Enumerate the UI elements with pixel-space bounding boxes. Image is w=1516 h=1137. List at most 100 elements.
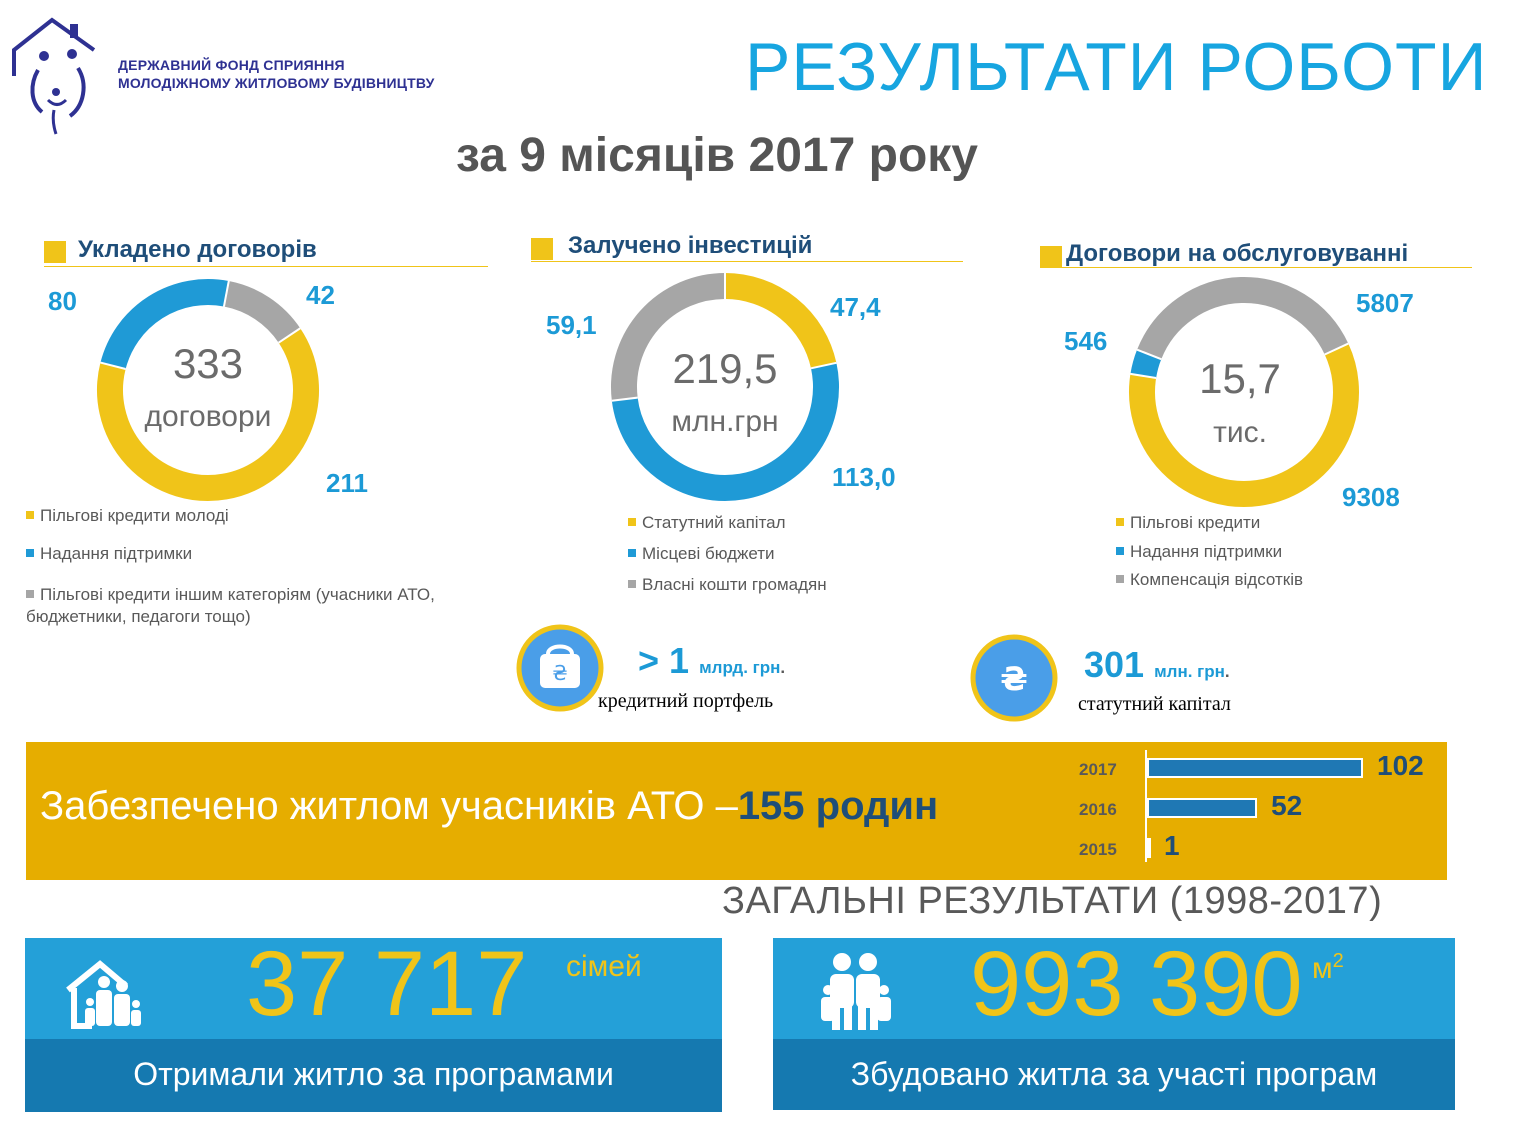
legend-swatch-blue	[628, 549, 636, 557]
investments-total: 219,5	[672, 345, 778, 392]
contracts-label-yellow: 211	[326, 468, 368, 498]
section3-underline	[1040, 267, 1472, 268]
ato-banner-highlight: 155 родин	[737, 784, 939, 828]
portfolio-dot: .	[780, 658, 786, 677]
legend-swatch-gray	[26, 590, 34, 598]
donut-slice-1	[611, 362, 839, 501]
investments-label-yellow: 47,4	[830, 292, 881, 322]
donut-slice-0	[97, 328, 319, 501]
legend-contracts-1: Пільгові кредити молоді	[26, 505, 446, 527]
families-value: 37 717	[246, 933, 528, 1035]
wallet-hryvnia-icon: ₴	[516, 624, 604, 712]
legend-label: Надання підтримки	[1130, 542, 1283, 561]
capital-caption: статутний капітал	[1078, 693, 1231, 715]
contracts-label-blue: 80	[48, 286, 77, 316]
fund-logo	[12, 17, 96, 135]
legend-label: Пільгові кредити молоді	[40, 506, 229, 525]
ato-banner-text: Забезпечено житлом учасників АТО –155 ро…	[40, 784, 938, 829]
bar-year-label: 2017	[1079, 760, 1117, 779]
legend-swatch-yellow	[26, 511, 34, 519]
fund-name-line2: МОЛОДІЖНОМУ ЖИТЛОВОМУ БУДІВНИЦТВУ	[118, 75, 435, 91]
legend-label: Пільгові кредити	[1130, 513, 1261, 532]
legend-label: Власні кошти громадян	[642, 575, 827, 594]
bar-value-label: 52	[1271, 790, 1303, 821]
section3-title: Договори на обслуговуванні	[1066, 240, 1409, 267]
contracts-total: 333	[172, 340, 244, 387]
legend-contracts-2: Надання підтримки	[26, 543, 446, 565]
capital-unit: млн. грн	[1154, 662, 1225, 681]
bar-2015	[1147, 838, 1151, 858]
donut-separator	[810, 361, 837, 370]
capital-value: 301 млн. грн.	[1084, 644, 1230, 686]
donut-chart-contracts	[97, 279, 319, 501]
donut-chart-investments	[611, 273, 839, 501]
bar-value-label: 1	[1164, 830, 1180, 861]
portfolio-number: > 1	[638, 640, 690, 681]
serviced-label-gray: 5807	[1356, 288, 1414, 318]
area-unit-sup: 2	[1332, 950, 1344, 972]
capital-dot: .	[1224, 662, 1230, 681]
area-value: 993 390	[970, 933, 1303, 1035]
serviced-label-yellow: 9308	[1342, 482, 1400, 512]
bar-2017	[1147, 758, 1363, 778]
fund-name: ДЕРЖАВНИЙ ФОНД СПРИЯННЯ МОЛОДІЖНОМУ ЖИТЛ…	[118, 56, 435, 92]
area-caption-bar	[773, 1039, 1455, 1110]
family-house-icon	[66, 960, 141, 1029]
area-caption: Збудовано житла за участі програм	[850, 1056, 1378, 1092]
contracts-label-gray: 42	[306, 280, 335, 310]
donut-chart-serviced	[1129, 277, 1359, 507]
ato-banner-label: Забезпечено житлом учасників АТО –	[40, 784, 738, 828]
donut-slice-2	[223, 280, 301, 344]
portfolio-value: > 1 млрд. грн.	[638, 640, 785, 682]
general-results-title: ЗАГАЛЬНІ РЕЗУЛЬТАТИ (1998-2017)	[722, 880, 1383, 922]
legend-swatch-blue	[1116, 547, 1124, 555]
legend-serviced-2: Надання підтримки	[1116, 541, 1282, 563]
legend-label: Надання підтримки	[40, 544, 193, 563]
contracts-unit: договори	[144, 400, 272, 433]
investments-label-gray: 59,1	[546, 310, 597, 340]
capital-number: 301	[1084, 644, 1145, 685]
section1-title: Укладено договорів	[78, 236, 317, 263]
families-caption: Отримали житло за програмами	[133, 1056, 614, 1092]
legend-serviced-1: Пільгові кредити	[1116, 512, 1260, 534]
legend-label: Статутний капітал	[642, 513, 786, 532]
donut-slice-0	[724, 273, 837, 369]
serviced-unit: тис.	[1213, 416, 1267, 449]
donut-slice-2	[1137, 277, 1349, 360]
legend-swatch-yellow	[628, 518, 636, 526]
legend-label: Місцеві бюджети	[642, 544, 775, 563]
page-subtitle: за 9 місяців 2017 року	[456, 129, 978, 182]
section3-marker	[1040, 246, 1062, 268]
legend-investments-3: Власні кошти громадян	[628, 574, 827, 596]
donut-separator	[100, 361, 126, 370]
donut-separator	[278, 327, 301, 344]
area-unit: м2	[1312, 950, 1344, 986]
investments-label-blue: 113,0	[832, 462, 896, 492]
legend-swatch-yellow	[1116, 518, 1124, 526]
bar-2016	[1147, 798, 1258, 818]
section2-underline	[531, 261, 963, 262]
portfolio-unit: млрд. грн	[699, 658, 781, 677]
legend-swatch-gray	[1116, 575, 1124, 583]
portfolio-caption: кредитний портфель	[598, 690, 774, 712]
investments-unit: млн.грн	[671, 405, 779, 438]
legend-investments-1: Статутний капітал	[628, 512, 786, 534]
donut-separator	[611, 396, 638, 402]
svg-text:₴: ₴	[1000, 660, 1028, 698]
legend-label: Компенсація відсотків	[1130, 570, 1304, 589]
families-caption-bar	[25, 1039, 722, 1112]
legend-investments-2: Місцеві бюджети	[628, 543, 775, 565]
section1-marker	[44, 241, 66, 263]
family-icon	[821, 953, 891, 1030]
area-unit-base: м	[1312, 952, 1333, 985]
section1-underline	[44, 266, 488, 267]
donut-separator	[1130, 372, 1157, 379]
donut-separator	[1324, 342, 1349, 356]
legend-serviced-3: Компенсація відсотків	[1116, 569, 1303, 591]
bar-value-label: 102	[1377, 750, 1424, 781]
families-panel	[25, 938, 722, 1039]
legend-label: Пільгові кредити іншим категоріям (учасн…	[26, 585, 435, 626]
section2-marker	[531, 238, 553, 260]
donut-slice-2	[611, 273, 726, 401]
hryvnia-coin-icon: ₴	[970, 634, 1058, 722]
